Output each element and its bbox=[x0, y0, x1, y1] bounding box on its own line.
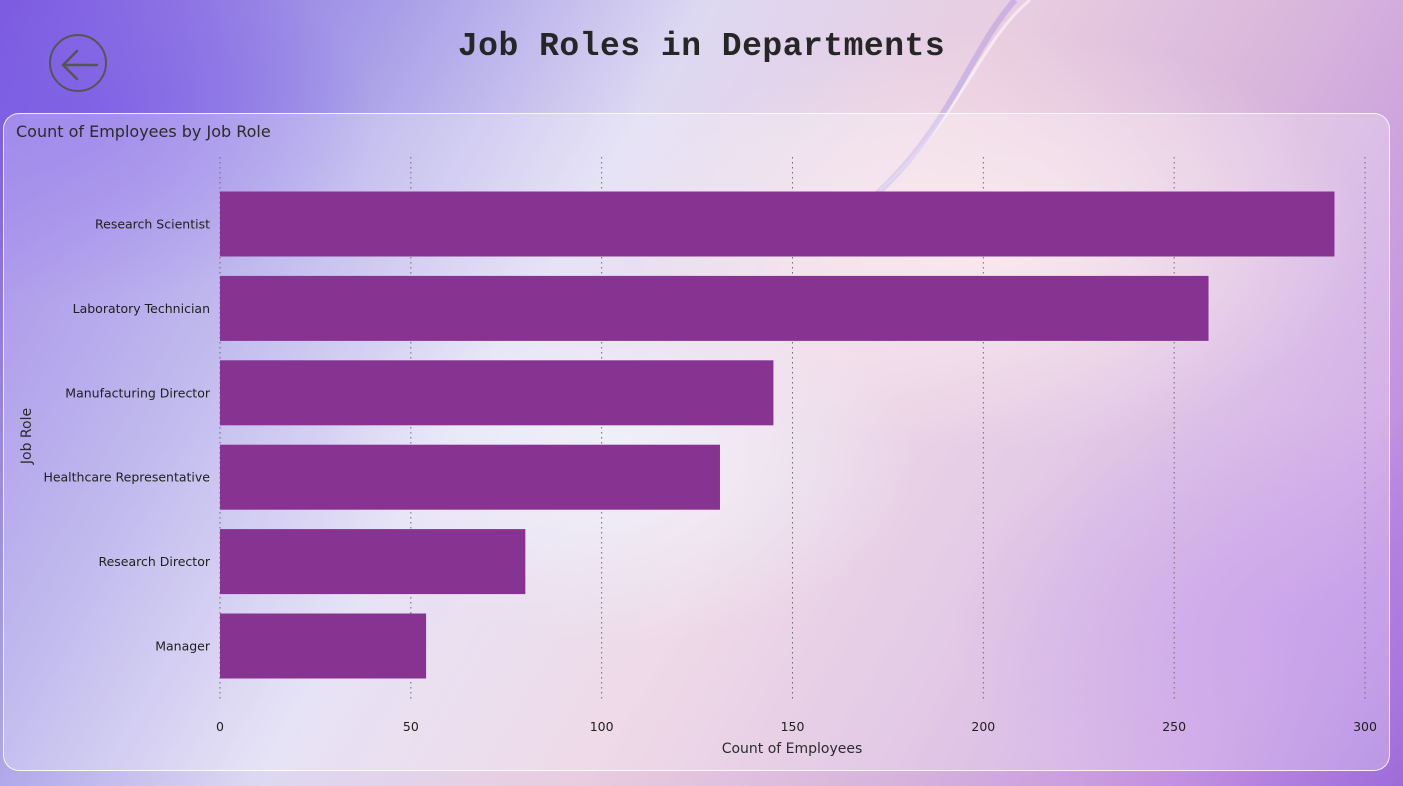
x-tick-label: 250 bbox=[1162, 719, 1186, 734]
bar[interactable] bbox=[220, 529, 526, 595]
bar[interactable] bbox=[220, 191, 1335, 257]
x-tick-label: 0 bbox=[216, 719, 224, 734]
category-label: Healthcare Representative bbox=[43, 470, 210, 485]
x-tick-label: 200 bbox=[971, 719, 995, 734]
bar[interactable] bbox=[220, 613, 427, 679]
category-label: Research Director bbox=[98, 554, 210, 569]
x-tick-label: 50 bbox=[403, 719, 419, 734]
bar[interactable] bbox=[220, 360, 774, 426]
category-labels: Research Scientist Laboratory Technician M… bbox=[43, 217, 210, 654]
y-axis-title: Job Role bbox=[19, 408, 35, 465]
arrow-left-icon bbox=[61, 49, 99, 81]
x-axis-title: Count of Employees bbox=[722, 741, 863, 757]
category-label: Manager bbox=[155, 639, 211, 654]
chart-title: Count of Employees by Job Role bbox=[16, 122, 271, 141]
x-tick-labels: 0 50 100 150 200 250 300 bbox=[216, 719, 1377, 734]
bar[interactable] bbox=[220, 444, 720, 510]
page-title: Job Roles in Departments bbox=[457, 28, 946, 65]
x-tick-label: 300 bbox=[1353, 719, 1377, 734]
category-label: Research Scientist bbox=[95, 217, 210, 232]
x-tick-label: 100 bbox=[590, 719, 614, 734]
bars bbox=[220, 191, 1335, 679]
back-button[interactable] bbox=[49, 34, 107, 92]
bar[interactable] bbox=[220, 275, 1209, 341]
x-tick-label: 150 bbox=[781, 719, 805, 734]
category-label: Manufacturing Director bbox=[65, 385, 211, 400]
category-label: Laboratory Technician bbox=[73, 301, 210, 316]
